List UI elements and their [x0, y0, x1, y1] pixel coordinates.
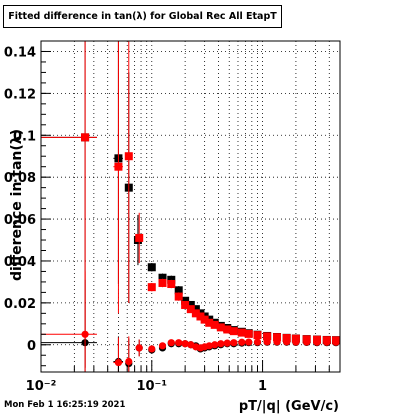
data-marks [41, 41, 340, 372]
data-point-circle [253, 338, 262, 346]
data-point-square [167, 280, 176, 289]
data-point-square [229, 327, 238, 336]
data-point-square [273, 333, 282, 342]
data-point-square [200, 315, 209, 324]
data-point-square [210, 320, 219, 329]
x-tick-label: 1 [258, 379, 267, 394]
data-point-circle [148, 345, 156, 353]
data-point-circle [323, 338, 331, 346]
y-axis-label: difference in tan(λ) [9, 129, 25, 281]
data-point-square [191, 309, 200, 318]
data-point-square [181, 300, 190, 309]
data-point-circle [211, 341, 219, 349]
x-tick-label: 10⁻² [26, 379, 57, 394]
data-point-circle [181, 340, 189, 348]
y-tick-label: 0.04 [4, 255, 36, 270]
timestamp: Mon Feb 1 16:25:19 2021 [4, 400, 126, 410]
data-point-square [223, 325, 232, 334]
data-point-square [237, 328, 246, 337]
data-point-square [196, 312, 205, 321]
data-point-square [147, 283, 156, 292]
data-point-circle [332, 338, 340, 346]
data-point-square [191, 305, 200, 314]
data-point-circle [158, 342, 167, 350]
series-4 [41, 271, 340, 372]
data-point-square [147, 263, 156, 272]
data-point-circle [81, 330, 89, 338]
plot-frame [41, 41, 340, 372]
data-point-circle [135, 344, 143, 352]
data-point-circle [263, 338, 271, 346]
data-point-circle [114, 358, 123, 367]
data-point-circle [245, 338, 253, 346]
data-point-square [124, 152, 133, 161]
data-point-circle [313, 338, 321, 346]
plot-border [40, 40, 341, 373]
data-point-circle [205, 342, 213, 350]
y-tick-label: 0.1 [13, 129, 36, 144]
chart-title: Fitted difference in tan(λ) for Global R… [8, 11, 277, 22]
y-tick-label: 0.02 [4, 297, 36, 312]
data-point-circle [273, 338, 281, 346]
data-point-square [174, 286, 183, 295]
data-point-square [186, 300, 195, 309]
data-point-square [174, 292, 183, 301]
data-point-square [135, 233, 144, 242]
y-tick-label: 0 [27, 339, 36, 354]
data-point-square [244, 329, 253, 338]
y-tick-label: 0.08 [4, 171, 36, 186]
x-axis-label: pT/|q| (GeV/c) [239, 399, 339, 414]
data-point-circle [175, 339, 183, 347]
data-point-square [186, 305, 195, 314]
data-point-square [158, 273, 167, 282]
y-tick-label: 0.06 [4, 213, 36, 228]
data-point-circle [167, 339, 175, 347]
data-point-square [114, 162, 123, 171]
data-point-circle [238, 338, 246, 346]
data-point-square [205, 318, 214, 327]
data-point-square [282, 334, 291, 343]
data-point-circle [303, 338, 311, 346]
data-point-circle [230, 339, 238, 347]
data-point-circle [125, 357, 133, 366]
chart-title-box: Fitted difference in tan(λ) for Global R… [3, 5, 282, 28]
y-tick-label: 0.12 [4, 87, 36, 102]
data-point-circle [283, 338, 291, 346]
data-point-circle [223, 339, 231, 347]
data-point-square [158, 278, 167, 287]
data-point-square [253, 331, 262, 340]
data-point-square [216, 323, 225, 332]
data-point-square [181, 296, 190, 305]
x-tick-label: 10⁻¹ [136, 379, 167, 394]
data-point-square [263, 332, 272, 341]
data-point-square [81, 133, 90, 142]
axis-ticks: 0 0.02 0.04 0.06 0.08 0.1 0.12 0.14 10⁻² 10⁻¹ 1 [4, 45, 341, 394]
y-tick-label: 0.14 [4, 45, 36, 60]
data-point-circle [217, 340, 225, 348]
data-point-circle [292, 338, 300, 346]
